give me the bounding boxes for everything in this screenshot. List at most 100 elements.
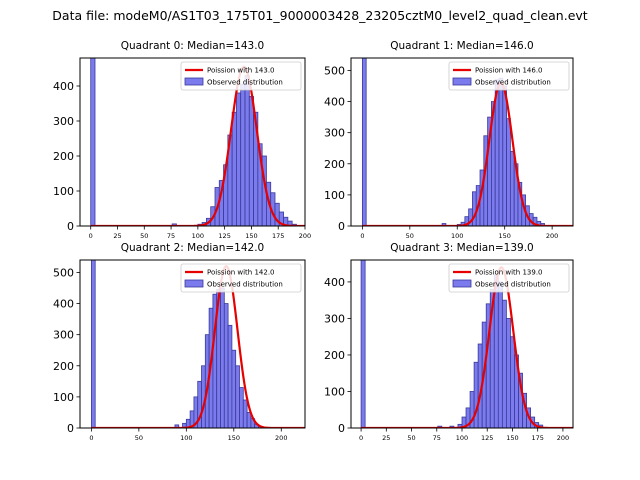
legend-box [448, 61, 570, 91]
x-tick-label: 50 [407, 434, 415, 442]
quadrant-1-plot-area [361, 58, 573, 226]
quadrant-3-title: Quadrant 3: Median=139.0 [390, 242, 533, 254]
quadrant-1-chart: Quadrant 1: Median=146.0 0 50 100 150 200 0 100… [324, 40, 574, 240]
legend-label-poisson: Poission with 146.0 [475, 67, 543, 75]
legend-bar-swatch [184, 77, 204, 86]
y-tick-label: 300 [324, 312, 345, 325]
x-tick-label: 50 [135, 434, 143, 442]
histogram-bar [227, 324, 233, 428]
x-tick-label: 25 [382, 434, 390, 442]
x-tick-label: 0 [360, 232, 364, 240]
y-tick-label: 400 [53, 298, 74, 311]
y-tick-label: 200 [53, 150, 74, 163]
histogram-bar [361, 58, 367, 226]
histogram-bar [505, 318, 511, 428]
histogram-bar [248, 96, 254, 226]
y-tick-label: 0 [338, 220, 345, 233]
x-tick-label: 200 [546, 232, 558, 240]
y-tick-label: 500 [53, 266, 74, 279]
histogram-bar [242, 399, 248, 428]
x-tick-label: 50 [406, 232, 414, 240]
histogram-bar [497, 281, 503, 428]
quadrant-3-chart: Quadrant 3: Median=139.0 0 25 50 75 100 125 150… [324, 242, 574, 442]
histogram-bar [220, 287, 225, 428]
x-tick-label: 50 [140, 232, 148, 240]
poisson-curve [361, 266, 573, 428]
x-tick-label: 200 [275, 434, 287, 442]
histogram-bar [287, 220, 293, 226]
histogram-bar [360, 260, 366, 428]
x-tick-label: 100 [451, 232, 463, 240]
quadrant-2-chart: Quadrant 2: Median=142.0 0 50 100 150 200 0 100… [53, 242, 306, 442]
histogram-bar [501, 299, 507, 428]
histogram-bar [498, 77, 504, 226]
axes-frame [79, 57, 306, 227]
y-tick-label: 100 [324, 189, 345, 202]
y-tick-label: 400 [324, 96, 345, 109]
x-tick-label: 0 [89, 232, 93, 240]
histogram-bar [493, 274, 499, 428]
histogram-bar [236, 92, 242, 226]
y-tick-label: 200 [324, 158, 345, 171]
legend-label-observed: Observed distribution [475, 281, 551, 289]
y-tick-label: 300 [324, 127, 345, 140]
histogram-bar [502, 85, 507, 226]
legend-box [448, 263, 570, 293]
histogram-bar [246, 412, 252, 428]
quadrant-panels: Quadrant 0: Median=143.0 0 25 50 75 100 125 150… [53, 40, 574, 442]
axes-frame [350, 57, 574, 227]
legend-label-observed: Observed distribution [207, 281, 283, 289]
histogram-bar [231, 111, 237, 226]
x-tick-label: 25 [113, 232, 121, 240]
histogram-bar [235, 365, 240, 428]
x-tick-label: 200 [557, 434, 569, 442]
figure-title: Data file: modeM0/AS1T03_175T01_90000034… [52, 8, 587, 23]
histogram-bar [223, 303, 229, 428]
legend-label-observed: Observed distribution [475, 79, 551, 87]
axes-frame [79, 259, 306, 429]
x-tick-label: 0 [359, 434, 363, 442]
y-tick-label: 300 [53, 115, 74, 128]
quadrant-0-title: Quadrant 0: Median=143.0 [121, 40, 264, 52]
histogram-bar [244, 75, 250, 226]
x-tick-label: 100 [456, 434, 468, 442]
histogram-bar [510, 336, 515, 428]
x-tick-label: 150 [228, 434, 240, 442]
quadrant-1-legend: Poission with 146.0 Observed distribution [448, 61, 570, 91]
y-tick-label: 100 [53, 391, 74, 404]
histogram-bar [473, 361, 479, 428]
histogram-bar [231, 349, 237, 428]
quadrant-0-legend: Poission with 143.0 Observed distribution [180, 61, 302, 91]
legend-label-observed: Observed distribution [207, 79, 283, 87]
y-tick-label: 500 [324, 64, 345, 77]
quadrant-3-plot-area [360, 260, 573, 428]
y-tick-label: 100 [324, 385, 345, 398]
legend-bar-swatch [452, 77, 472, 86]
legend-box [180, 61, 302, 91]
histogram-bar [90, 260, 96, 428]
histogram-bar [90, 58, 96, 226]
legend-bar-swatch [184, 279, 204, 288]
x-tick-label: 125 [481, 434, 493, 442]
histogram-bar [240, 83, 246, 226]
quadrant-1-title: Quadrant 1: Median=146.0 [390, 40, 533, 52]
quadrant-2-title: Quadrant 2: Median=142.0 [121, 242, 264, 254]
histogram-bar [506, 118, 511, 226]
quadrant-3-legend: Poission with 139.0 Observed distribution [448, 263, 570, 293]
x-tick-label: 150 [498, 232, 510, 240]
x-tick-label: 75 [433, 434, 441, 442]
y-tick-label: 200 [324, 349, 345, 362]
histogram-bar [472, 191, 477, 226]
quadrant-2-legend: Poission with 142.0 Observed distribution [180, 263, 302, 293]
y-tick-label: 0 [338, 422, 345, 435]
legend-box [180, 263, 302, 293]
x-tick-label: 75 [167, 232, 175, 240]
y-tick-label: 400 [53, 80, 74, 93]
y-tick-label: 300 [53, 329, 74, 342]
quadrant-0-chart: Quadrant 0: Median=143.0 0 25 50 75 100 125 150… [53, 40, 311, 240]
x-tick-label: 125 [218, 232, 230, 240]
y-tick-label: 100 [53, 185, 74, 198]
y-tick-label: 0 [67, 422, 74, 435]
legend-bar-swatch [452, 279, 472, 288]
